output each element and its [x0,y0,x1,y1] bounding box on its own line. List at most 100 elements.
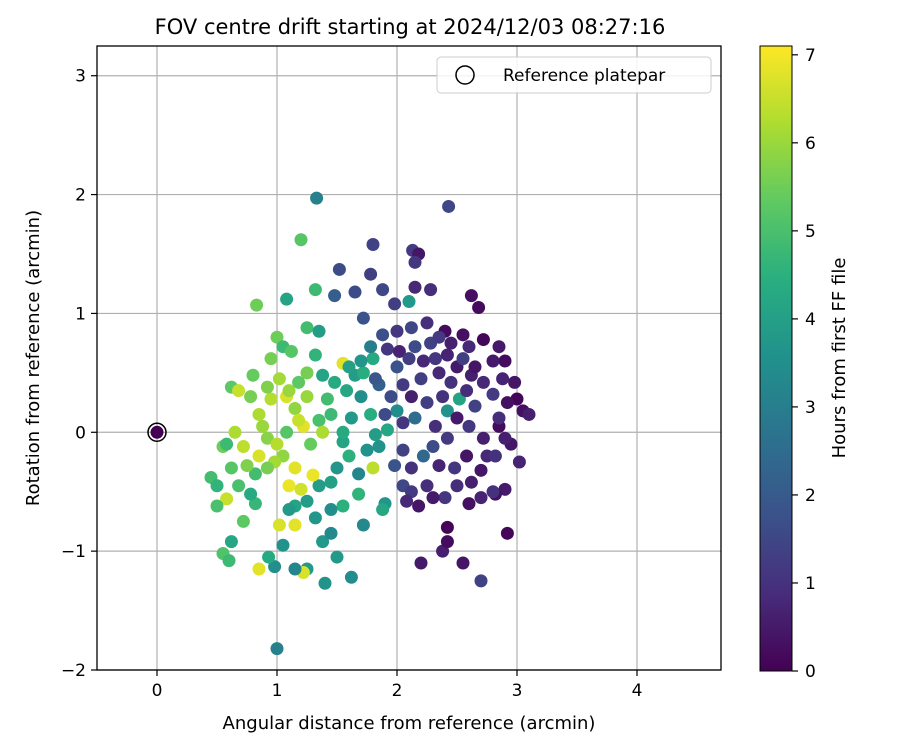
data-point [396,443,410,457]
data-point [324,526,338,540]
legend: Reference platepar [436,56,712,94]
data-point [376,503,390,517]
data-point [450,411,464,425]
colorbar-tick-label: 7 [805,46,816,66]
data-point [356,366,370,380]
data-point [396,416,410,430]
data-point [488,449,502,463]
data-point [276,538,290,552]
x-tick-label: 2 [392,681,403,701]
colorbar-tick-label: 3 [805,398,816,418]
data-point [352,467,366,481]
data-point [356,518,370,532]
data-point [440,348,454,362]
data-point [260,431,274,445]
data-point [244,487,258,501]
data-point [288,562,302,576]
data-point [440,404,454,418]
colorbar-tick-label: 1 [805,574,816,594]
data-point [328,375,342,389]
data-point [420,479,434,493]
data-point [366,237,380,251]
colorbar-tick-label: 2 [805,486,816,506]
data-point [320,392,334,406]
data-point [252,562,266,576]
data-point [404,390,418,404]
data-point [328,289,342,303]
data-point [288,518,302,532]
data-point [354,390,368,404]
data-point [268,560,282,574]
data-point [308,511,322,525]
data-point [472,300,486,314]
data-point [438,491,452,505]
data-point [292,413,306,427]
data-point [392,344,406,358]
data-point [364,267,378,281]
data-point [270,330,284,344]
x-tick-label: 3 [512,681,523,701]
data-point [336,499,350,513]
data-point [444,375,458,389]
data-point [366,352,380,366]
data-point [294,233,308,247]
data-point [294,482,308,496]
data-point [468,399,482,413]
data-point [500,396,514,410]
data-point [316,368,330,382]
data-point [442,199,456,213]
data-point [244,390,258,404]
data-point [414,372,428,386]
data-point [300,390,314,404]
data-point [498,482,512,496]
colorbar-tick-label: 4 [805,310,816,330]
data-point [282,503,296,517]
data-point [486,354,500,368]
data-point [390,360,404,374]
reference-point-fill [150,425,164,439]
data-point [372,440,386,454]
data-point [282,384,296,398]
data-point [416,449,430,463]
data-point [426,491,440,505]
data-point [248,467,262,481]
data-point [312,479,326,493]
data-point [356,311,370,325]
colorbar-label: Hours from first FF file [829,258,850,459]
data-point [464,475,478,489]
data-point [486,485,500,499]
data-point [366,461,380,475]
data-point [282,479,296,493]
x-axis-label: Angular distance from reference (arcmin) [223,713,596,734]
data-point [462,419,476,433]
data-point [318,576,332,590]
data-point [474,491,488,505]
y-tick-label: −1 [61,542,86,562]
y-axis-label: Rotation from reference (arcmin) [23,210,44,506]
data-point [308,348,322,362]
data-point [272,518,286,532]
data-point [474,463,488,477]
data-point [264,352,278,366]
data-point [332,262,346,276]
data-point [388,459,402,473]
data-point [498,431,512,445]
data-point [460,449,474,463]
data-point [444,336,458,350]
data-point [284,344,298,358]
data-point [380,342,394,356]
data-point [236,440,250,454]
data-points [204,191,536,656]
data-point [420,396,434,410]
data-point [310,191,324,205]
data-point [396,378,410,392]
data-point [340,384,354,398]
data-point [368,428,382,442]
data-point [456,556,470,570]
colorbar-tick-label: 0 [805,662,816,682]
data-point [220,437,234,451]
data-point [468,360,482,374]
data-point [420,316,434,330]
data-point [224,535,238,549]
